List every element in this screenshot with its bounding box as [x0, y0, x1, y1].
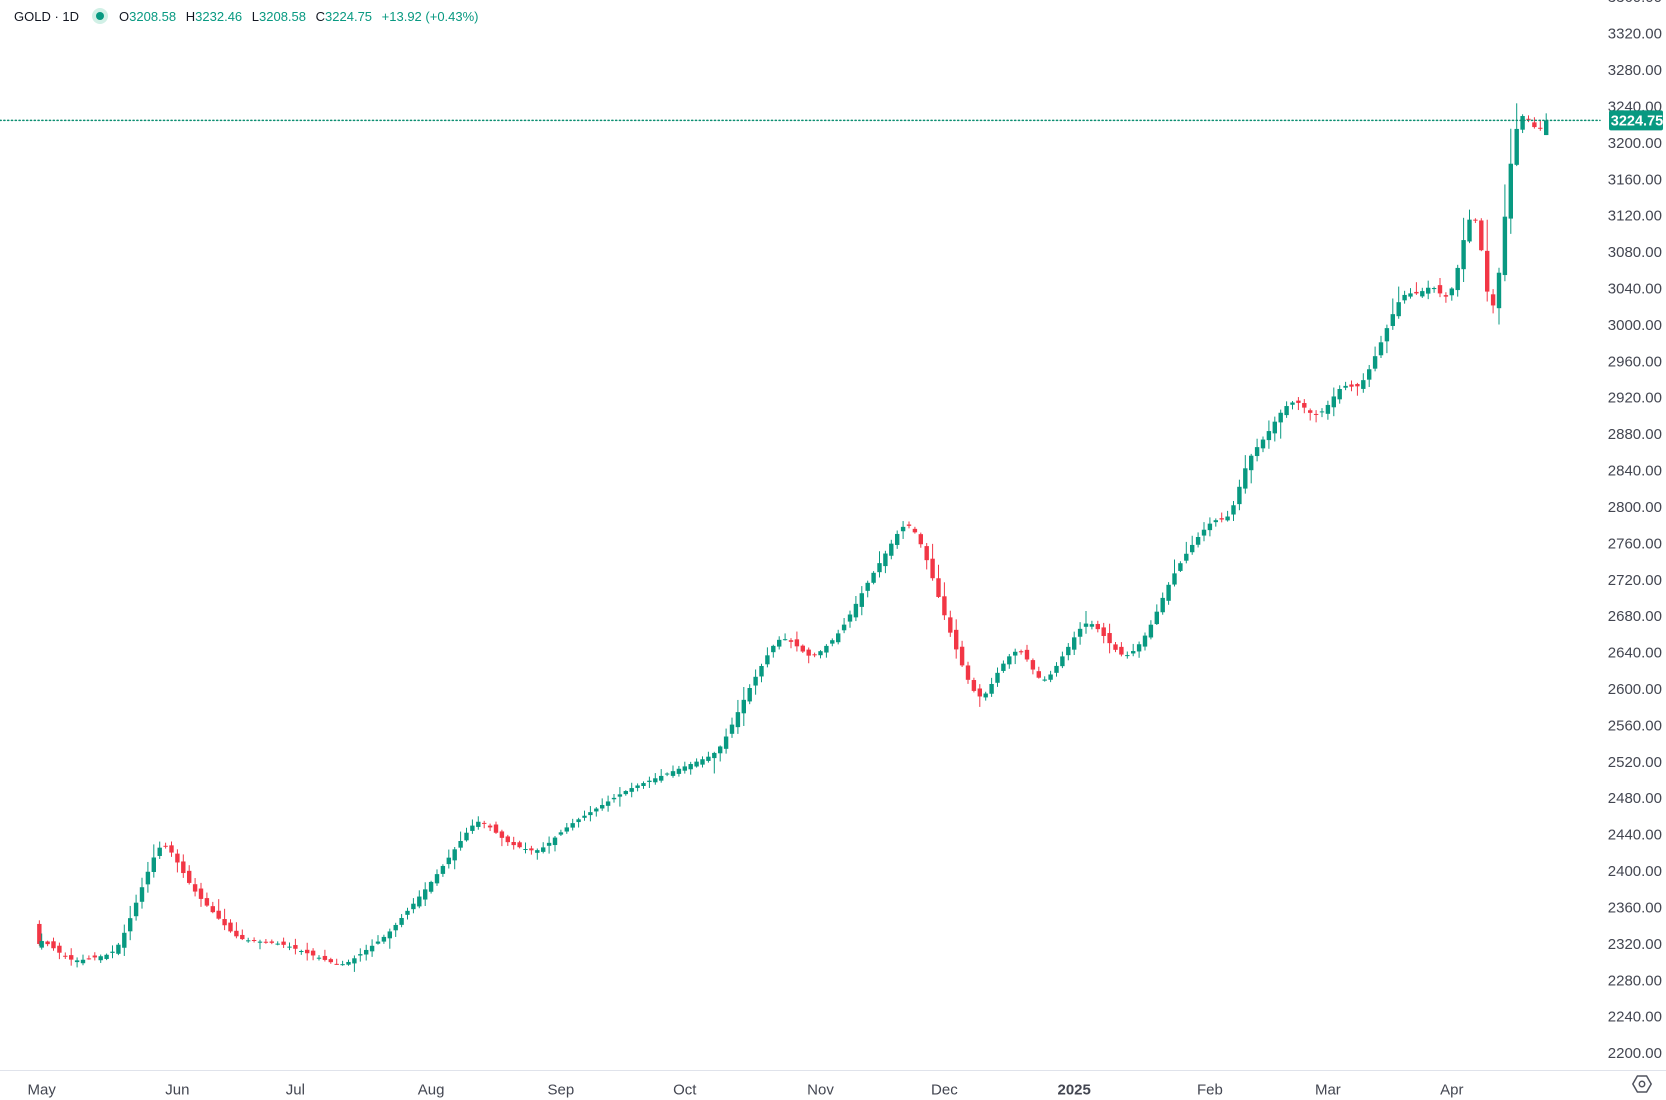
svg-text:2680.00: 2680.00 — [1608, 608, 1662, 625]
svg-text:2880.00: 2880.00 — [1608, 426, 1662, 443]
svg-text:3280.00: 3280.00 — [1608, 62, 1662, 79]
svg-text:2280.00: 2280.00 — [1608, 972, 1662, 989]
svg-text:2600.00: 2600.00 — [1608, 681, 1662, 698]
svg-text:Jun: Jun — [165, 1082, 189, 1099]
svg-text:2840.00: 2840.00 — [1608, 463, 1662, 480]
svg-text:Oct: Oct — [673, 1082, 697, 1099]
svg-text:2360.00: 2360.00 — [1608, 899, 1662, 916]
svg-text:2320.00: 2320.00 — [1608, 936, 1662, 953]
svg-text:3320.00: 3320.00 — [1608, 26, 1662, 43]
svg-text:Apr: Apr — [1440, 1082, 1463, 1099]
svg-text:2200.00: 2200.00 — [1608, 1045, 1662, 1062]
svg-text:2560.00: 2560.00 — [1608, 717, 1662, 734]
svg-text:2440.00: 2440.00 — [1608, 827, 1662, 844]
svg-text:3224.75: 3224.75 — [1611, 113, 1663, 129]
svg-text:2640.00: 2640.00 — [1608, 645, 1662, 662]
svg-text:2960.00: 2960.00 — [1608, 353, 1662, 370]
svg-text:2400.00: 2400.00 — [1608, 863, 1662, 880]
svg-text:Jul: Jul — [286, 1082, 305, 1099]
svg-text:2920.00: 2920.00 — [1608, 390, 1662, 407]
svg-text:2240.00: 2240.00 — [1608, 1009, 1662, 1026]
svg-text:2480.00: 2480.00 — [1608, 790, 1662, 807]
svg-text:Feb: Feb — [1197, 1082, 1223, 1099]
svg-text:Nov: Nov — [807, 1082, 834, 1099]
svg-text:2520.00: 2520.00 — [1608, 754, 1662, 771]
svg-text:Mar: Mar — [1315, 1082, 1341, 1099]
svg-text:Sep: Sep — [548, 1082, 575, 1099]
svg-text:3360.00: 3360.00 — [1608, 0, 1662, 6]
svg-text:3160.00: 3160.00 — [1608, 171, 1662, 188]
svg-text:3120.00: 3120.00 — [1608, 208, 1662, 225]
svg-text:2025: 2025 — [1058, 1082, 1091, 1099]
svg-text:3040.00: 3040.00 — [1608, 281, 1662, 298]
svg-text:2720.00: 2720.00 — [1608, 572, 1662, 589]
svg-text:3200.00: 3200.00 — [1608, 135, 1662, 152]
svg-text:3080.00: 3080.00 — [1608, 244, 1662, 261]
svg-text:3000.00: 3000.00 — [1608, 317, 1662, 334]
svg-text:Aug: Aug — [418, 1082, 445, 1099]
svg-text:May: May — [28, 1082, 57, 1099]
svg-text:2800.00: 2800.00 — [1608, 499, 1662, 516]
svg-text:2760.00: 2760.00 — [1608, 535, 1662, 552]
svg-text:Dec: Dec — [931, 1082, 958, 1099]
